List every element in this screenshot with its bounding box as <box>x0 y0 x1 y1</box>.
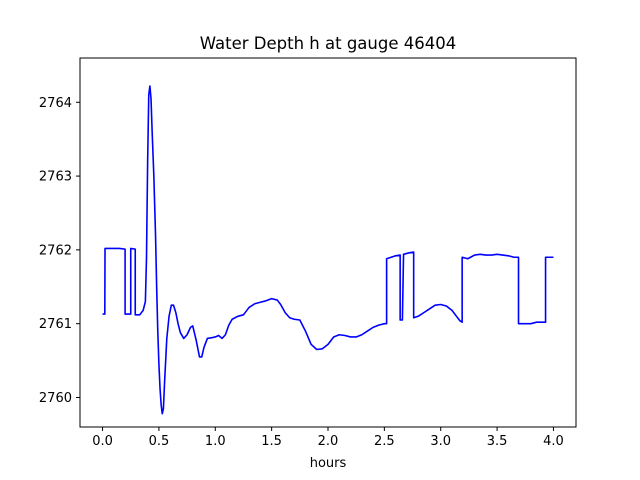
y-tick-label: 2763 <box>39 170 72 185</box>
y-tick-label: 2762 <box>39 243 72 258</box>
y-tick-label: 2764 <box>39 96 72 111</box>
x-axis-label: hours <box>310 456 347 471</box>
y-tick-label: 2760 <box>39 391 72 406</box>
chart-title: Water Depth h at gauge 46404 <box>200 34 456 53</box>
x-tick-label: 0.0 <box>92 434 113 449</box>
x-tick-label: 3.5 <box>487 434 508 449</box>
plot-lines <box>102 85 554 415</box>
x-tick-label: 0.5 <box>149 434 170 449</box>
y-axis-ticks: 2760 2761 2762 2763 2764 <box>39 96 80 406</box>
x-tick-label: 1.0 <box>205 434 226 449</box>
series-line-0 <box>102 85 554 415</box>
y-tick-label: 2761 <box>39 317 72 332</box>
x-tick-label: 2.0 <box>318 434 339 449</box>
x-tick-label: 1.5 <box>261 434 282 449</box>
x-tick-label: 4.0 <box>543 434 564 449</box>
x-axis-ticks: 0.0 0.5 1.0 1.5 2.0 2.5 3.0 3.5 4.0 <box>92 427 564 449</box>
x-tick-label: 3.0 <box>430 434 451 449</box>
x-tick-label: 2.5 <box>374 434 395 449</box>
